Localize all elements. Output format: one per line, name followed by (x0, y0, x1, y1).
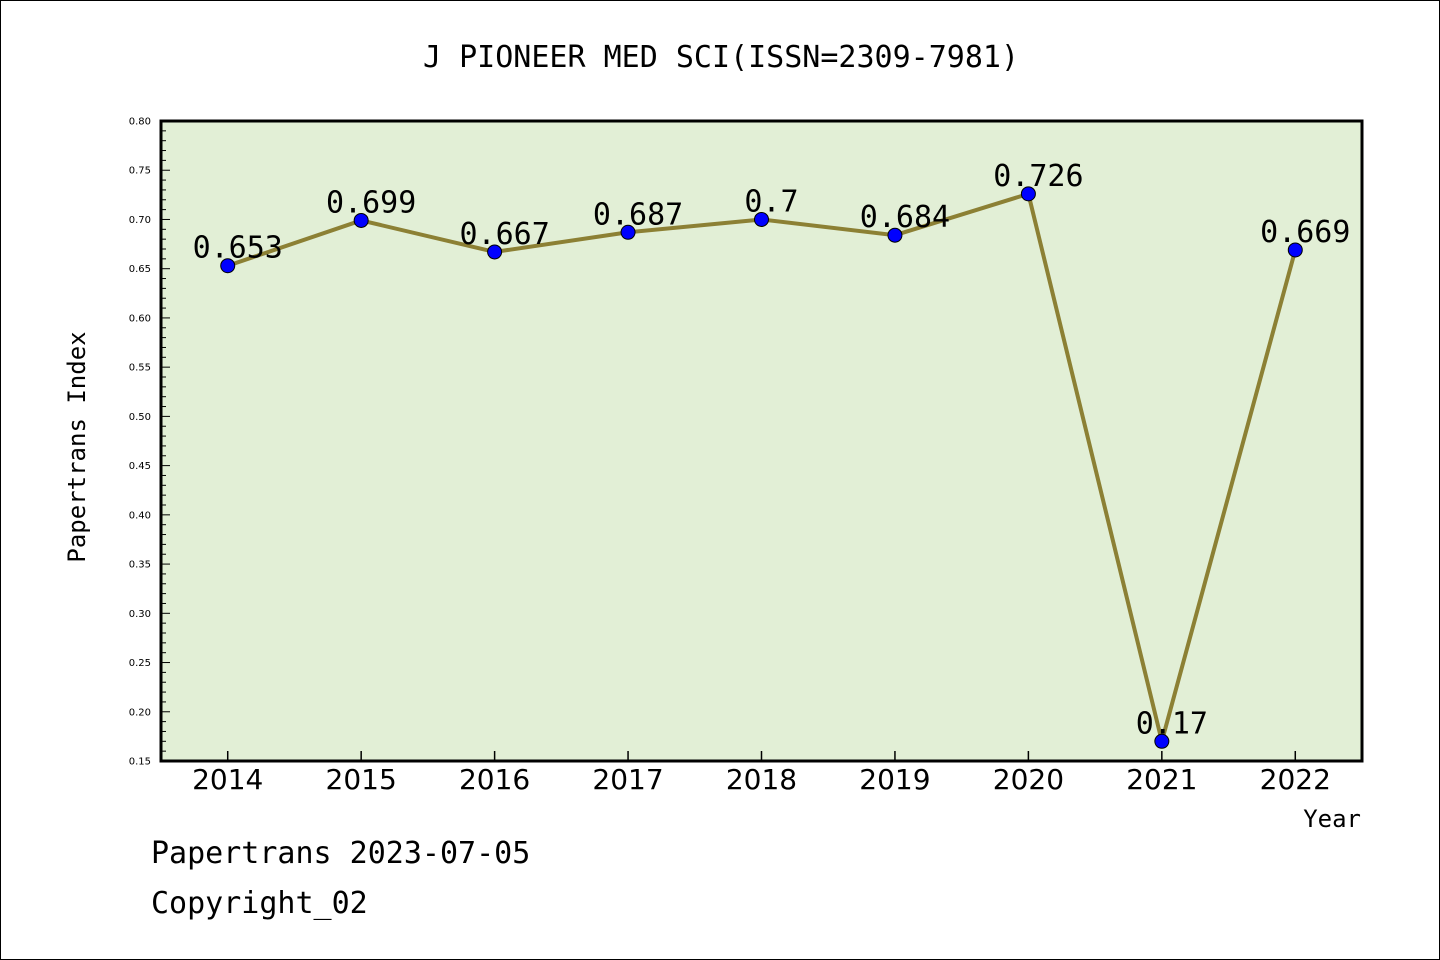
footer-copyright: Copyright_02 (151, 886, 368, 921)
x-axis: 2014 2015 2016 2017 2018 2019 2020 2021 2022 (192, 751, 1331, 796)
y-tick-label: 0.40 (129, 510, 151, 521)
chart-title: J PIONEER MED SCI(ISSN=2309-7981) (423, 40, 1019, 75)
data-point (220, 258, 236, 274)
y-tick-label: 0.30 (129, 609, 151, 620)
data-labels: 0.653 0.699 0.667 0.687 0.7 0.684 0.726 0.17 0.6… (193, 159, 1351, 741)
x-tick-label: 2019 (859, 763, 930, 796)
y-tick-label: 0.25 (129, 658, 151, 669)
data-label: 0.667 (459, 217, 549, 252)
y-tick-label: 0.75 (129, 166, 151, 177)
data-label: 0.7 (744, 184, 798, 219)
data-label: 0.699 (326, 185, 416, 220)
x-tick-label: 2016 (459, 763, 530, 796)
y-axis: 0.15 0.20 0.25 0.30 0.35 0.40 0.45 0.50 0.55 0.60… (129, 117, 170, 768)
x-tick-label: 2020 (993, 763, 1064, 796)
data-point (887, 227, 903, 243)
y-tick-label: 0.35 (129, 560, 151, 571)
data-point (754, 211, 769, 227)
y-tick-label: 0.65 (129, 264, 151, 275)
y-tick-label: 0.20 (129, 707, 151, 718)
y-tick-label: 0.55 (129, 363, 151, 374)
data-label: 0.687 (593, 197, 683, 232)
data-point (620, 224, 636, 240)
y-axis-label: Papertrans Index (63, 331, 91, 562)
x-tick-label: 2022 (1260, 763, 1331, 796)
x-axis-label: Year (1303, 805, 1361, 833)
data-label: 0.726 (993, 159, 1083, 194)
x-tick-label: 2015 (326, 763, 397, 796)
data-label: 0.17 (1136, 706, 1208, 741)
y-tick-label: 0.50 (129, 412, 151, 423)
y-tick-label: 0.60 (129, 313, 151, 324)
x-tick-label: 2018 (726, 763, 797, 796)
data-label: 0.684 (860, 200, 950, 235)
data-label: 0.653 (193, 231, 283, 266)
data-point (1287, 242, 1303, 258)
y-tick-label: 0.15 (129, 757, 151, 768)
series-layer (220, 186, 1303, 749)
x-tick-label: 2021 (1126, 763, 1197, 796)
data-point (487, 244, 503, 260)
y-tick-label: 0.70 (129, 215, 151, 226)
data-point (1020, 186, 1036, 202)
x-tick-label: 2017 (592, 763, 663, 796)
data-point (353, 212, 369, 228)
y-tick-label: 0.80 (129, 117, 151, 128)
x-tick-label: 2014 (192, 763, 263, 796)
y-tick-label: 0.45 (129, 461, 151, 472)
footer-date: Papertrans 2023-07-05 (151, 836, 531, 871)
data-label: 0.669 (1260, 215, 1350, 250)
data-point (1154, 733, 1170, 749)
